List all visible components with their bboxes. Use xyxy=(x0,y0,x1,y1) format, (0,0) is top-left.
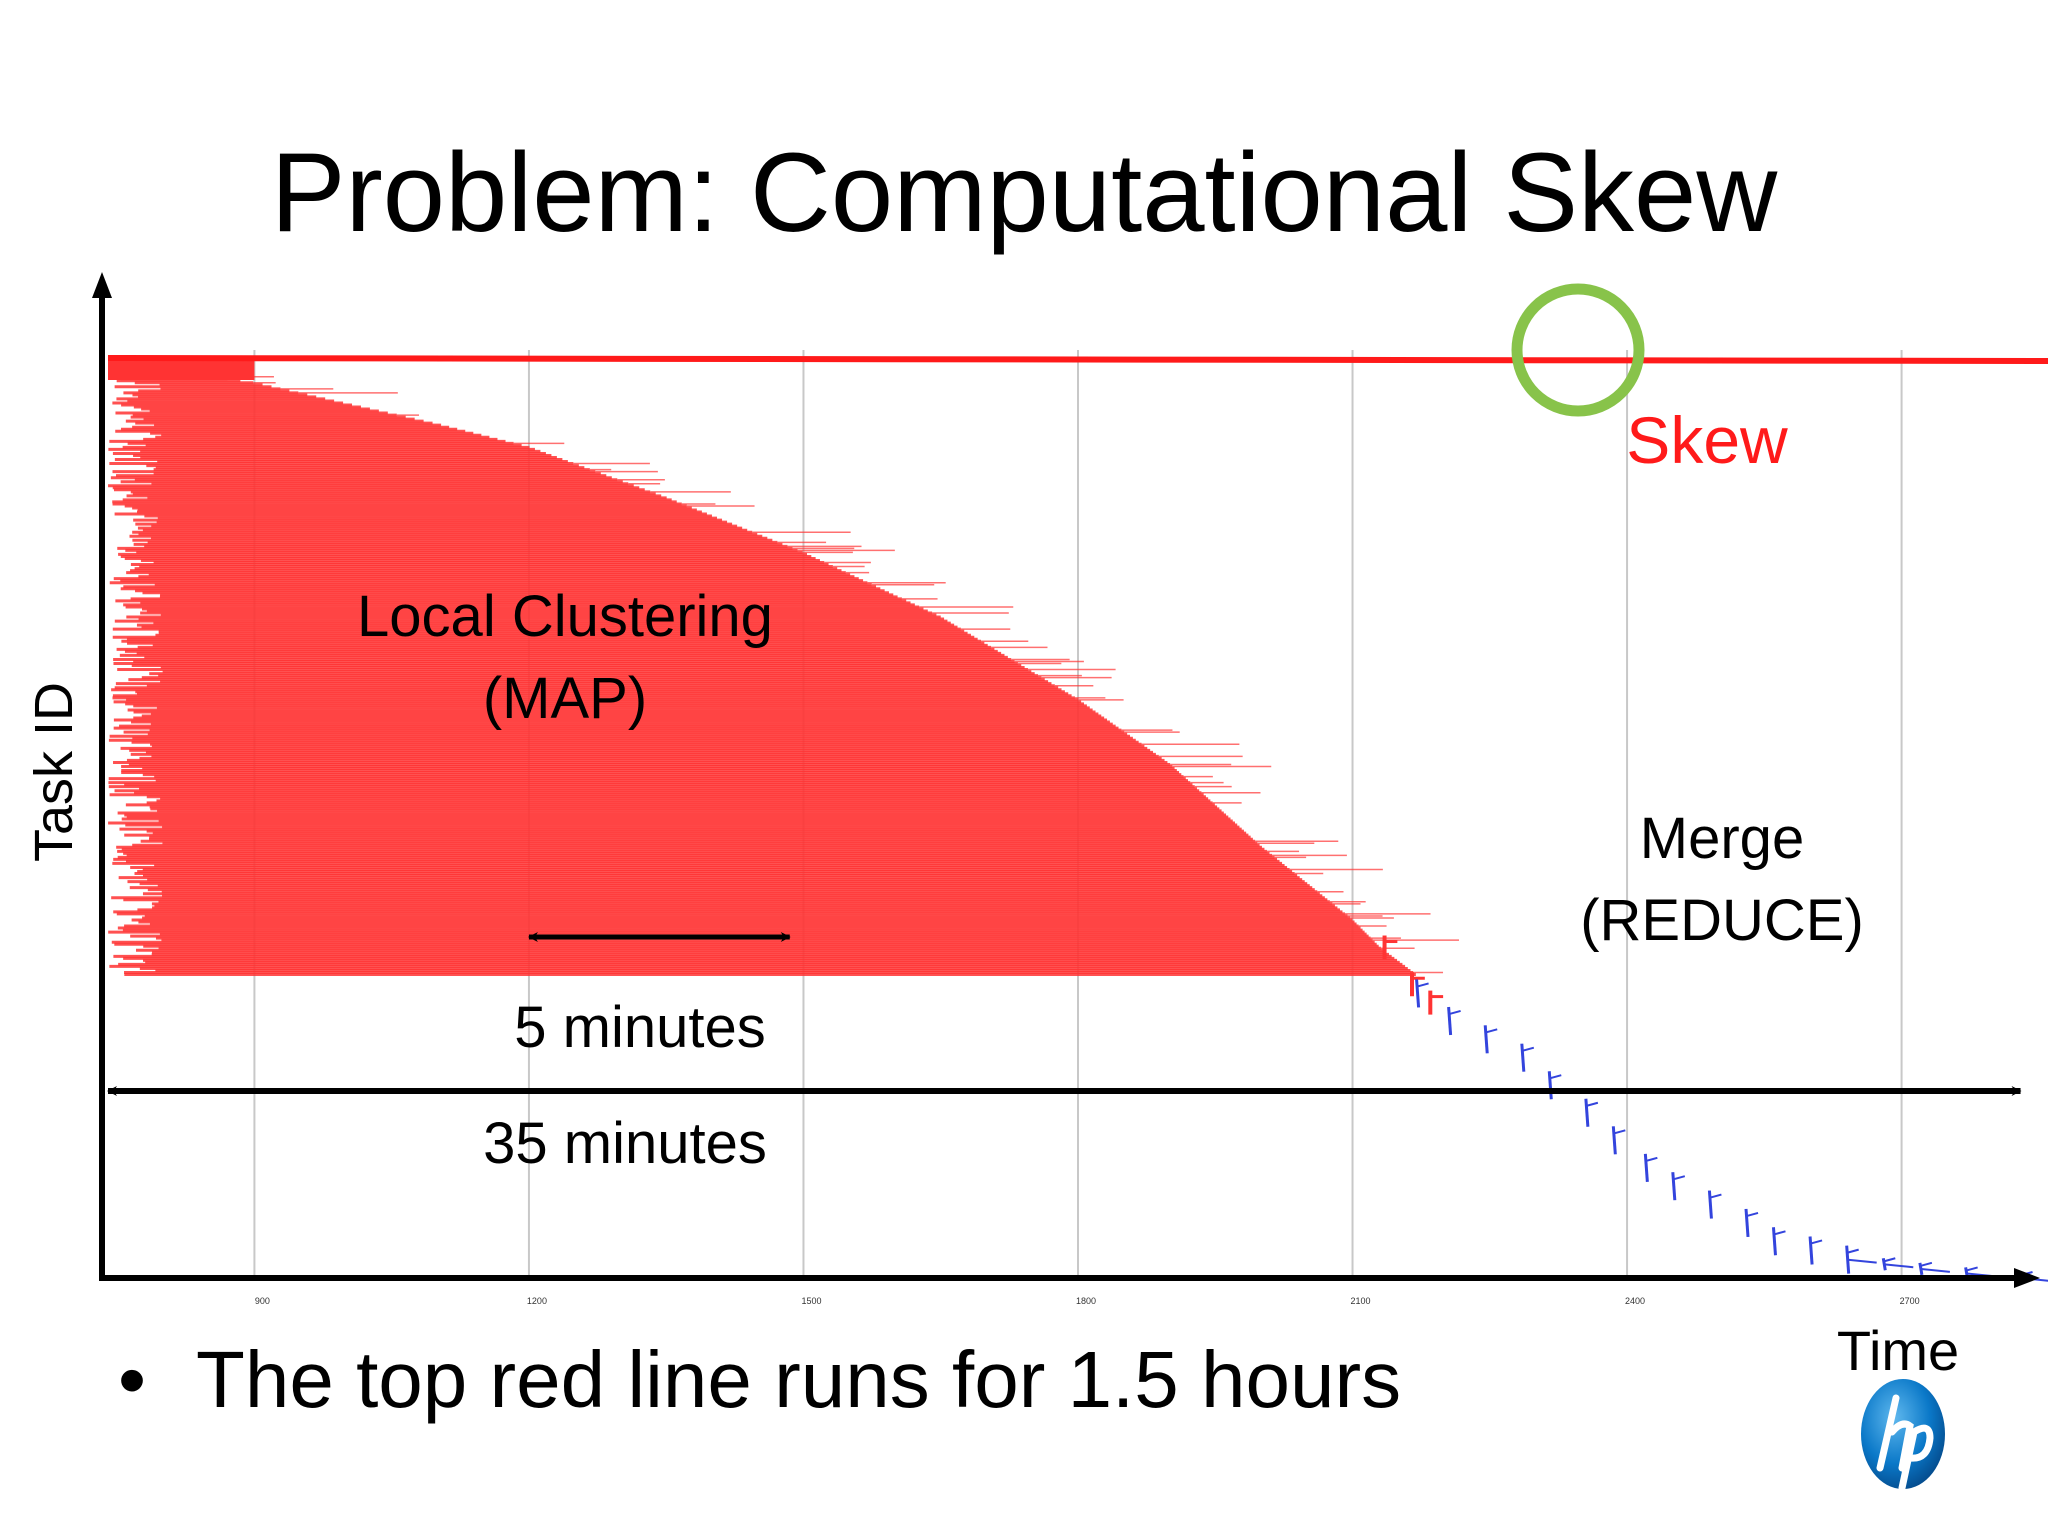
reduce-label-line1: Merge xyxy=(1640,806,1804,871)
reduce-task-mark xyxy=(1771,1227,1777,1256)
reduce-task-mark xyxy=(1744,1208,1750,1238)
reduce-task-mark xyxy=(1415,979,1421,1008)
x-tick-label: 900 xyxy=(255,1296,270,1306)
reduce-task-mark xyxy=(1520,1043,1526,1072)
skew-label: Skew xyxy=(1626,403,1788,477)
x-axis-label: Time xyxy=(1837,1319,1959,1382)
x-tick-label: 1500 xyxy=(801,1296,821,1306)
reduce-task-bars xyxy=(1415,979,2048,1285)
reduce-task-mark xyxy=(1643,1153,1649,1182)
bullet-point: • The top red line runs for 1.5 hours xyxy=(118,1330,1401,1430)
reduce-task-mark xyxy=(1746,1211,1759,1217)
reduce-task-mark xyxy=(1883,1263,1914,1269)
reduce-task-mark xyxy=(1707,1190,1713,1219)
bullet-text: The top red line runs for 1.5 hours xyxy=(196,1335,1402,1424)
reduce-task-mark xyxy=(1847,1248,1859,1254)
reduce-task-mark xyxy=(1920,1261,1933,1267)
long-span-label: 35 minutes xyxy=(483,1111,767,1176)
skew-highlight-circle xyxy=(1511,283,1645,417)
reduce-task-mark xyxy=(1586,1101,1599,1107)
x-tick-label: 2700 xyxy=(1900,1296,1920,1306)
reduce-task-mark xyxy=(1584,1098,1590,1127)
short-span-label: 5 minutes xyxy=(514,995,765,1060)
hp-logo xyxy=(1861,1379,1945,1492)
reduce-task-mark xyxy=(1671,1172,1677,1201)
reduce-task-mark xyxy=(1884,1257,1896,1263)
reduce-task-mark xyxy=(1810,1239,1823,1245)
reduce-task-mark xyxy=(1611,1126,1617,1155)
reduce-task-mark xyxy=(1449,1009,1461,1015)
reduce-label-line2: (REDUCE) xyxy=(1580,888,1864,953)
x-tick-label: 1800 xyxy=(1076,1296,1096,1306)
reduce-task-mark xyxy=(1522,1046,1535,1052)
skew-task-line xyxy=(107,355,2048,364)
reduce-task-mark xyxy=(1447,1006,1453,1036)
x-tick-labels: 900 1200 1500 1800 2100 2400 2700 xyxy=(255,1296,1920,1306)
x-tick-label: 2100 xyxy=(1351,1296,1371,1306)
map-label-line1: Local Clustering xyxy=(357,584,773,649)
reduce-task-mark xyxy=(1846,1258,1877,1264)
y-axis-arrow xyxy=(92,272,112,298)
bullet-dot: • xyxy=(118,1335,147,1424)
reduce-task-mark xyxy=(1774,1230,1786,1236)
reduce-task-mark xyxy=(1547,1071,1553,1100)
reduce-task-mark xyxy=(1673,1175,1686,1181)
map-task-block xyxy=(108,360,255,380)
x-tick-label: 1200 xyxy=(527,1296,547,1306)
reduce-task-mark xyxy=(1614,1129,1626,1135)
reduce-task-mark xyxy=(1919,1267,1950,1273)
x-axis-arrow xyxy=(2014,1268,2040,1288)
reduce-task-mark xyxy=(1417,982,1429,988)
map-label-line2: (MAP) xyxy=(483,666,647,731)
reduce-task-mark xyxy=(1550,1074,1562,1080)
x-tick-label: 2400 xyxy=(1625,1296,1645,1306)
reduce-task-mark xyxy=(1485,1028,1498,1034)
map-task-bars xyxy=(108,360,1459,1015)
y-axis-label: Task ID xyxy=(24,682,84,862)
slide-title: Problem: Computational Skew xyxy=(270,130,1778,255)
reduce-task-mark xyxy=(1808,1236,1814,1265)
reduce-task-mark xyxy=(1646,1156,1658,1162)
reduce-task-mark xyxy=(1710,1193,1722,1199)
reduce-task-mark xyxy=(1483,1025,1489,1054)
reduce-task-mark xyxy=(1966,1266,1978,1272)
